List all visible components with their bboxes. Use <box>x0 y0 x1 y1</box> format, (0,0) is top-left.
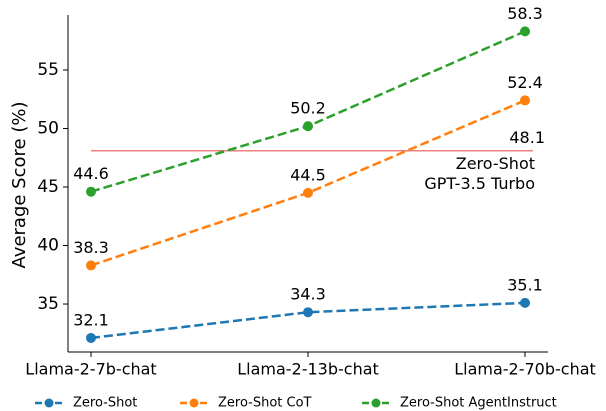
data-label: 35.1 <box>507 275 543 294</box>
legend-label: Zero-Shot <box>73 396 137 411</box>
data-point <box>303 187 313 198</box>
data-label: 38.3 <box>73 238 109 257</box>
data-point <box>520 297 530 308</box>
series-line <box>90 301 526 340</box>
legend-label: Zero-Shot AgentInstruct <box>400 396 557 411</box>
y-tick-label: 45 <box>37 177 59 197</box>
reference-value: 48.1 <box>509 128 545 147</box>
data-label: 52.4 <box>507 73 543 92</box>
legend-marker <box>44 398 54 408</box>
x-tick-label: Llama-2-70b-chat <box>454 360 596 379</box>
data-label: 44.6 <box>73 164 109 183</box>
y-tick-label: 35 <box>37 294 59 314</box>
data-label: 32.1 <box>73 310 109 329</box>
data-point <box>86 186 96 197</box>
y-tick-label: 40 <box>37 236 59 256</box>
data-point <box>520 26 530 37</box>
legend-label: Zero-Shot CoT <box>218 396 312 411</box>
data-label: 58.3 <box>507 4 543 23</box>
y-tick-label: 50 <box>37 119 59 139</box>
legend-marker <box>371 398 381 408</box>
data-point <box>303 307 313 318</box>
y-tick-label: 55 <box>37 60 59 80</box>
reference-text: Zero-Shot <box>456 154 535 173</box>
data-label: 34.3 <box>290 285 326 304</box>
x-tick-label: Llama-2-7b-chat <box>25 360 156 379</box>
data-label: 50.2 <box>290 99 326 118</box>
reference-text: GPT-3.5 Turbo <box>424 174 535 193</box>
data-point <box>520 95 530 106</box>
data-point <box>303 121 313 132</box>
data-label: 44.5 <box>290 165 326 184</box>
legend-marker <box>189 398 199 408</box>
data-point <box>86 332 96 343</box>
data-point <box>86 260 96 271</box>
y-axis-label: Average Score (%) <box>9 102 30 269</box>
x-tick-label: Llama-2-13b-chat <box>237 360 379 379</box>
